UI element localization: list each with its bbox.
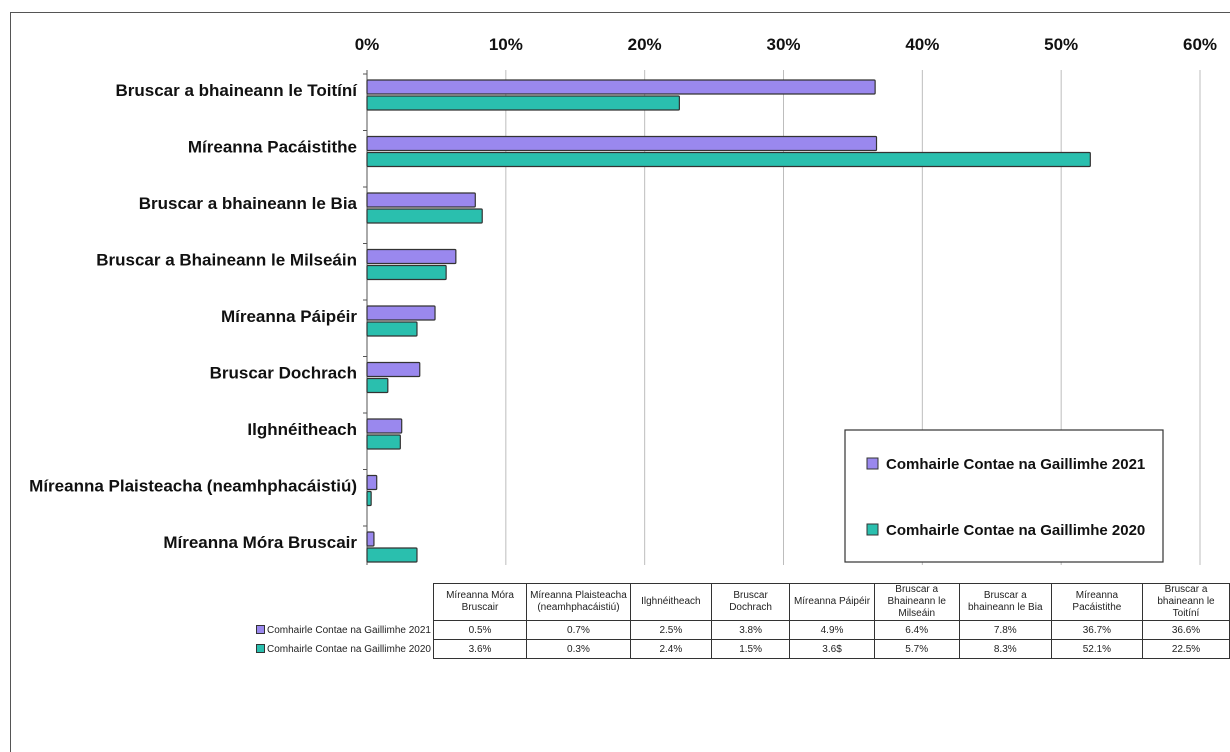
table-header-row: Míreanna Móra Bruscair Míreanna Plaistea…	[256, 583, 1230, 621]
x-tick-label: 40%	[905, 35, 939, 54]
bar	[366, 192, 476, 208]
x-axis-ticks: 0% 10% 20% 30% 40% 50% 60%	[355, 35, 1217, 54]
table-header: Bruscar a bhaineann le Toitíní	[1141, 583, 1230, 621]
bar	[366, 490, 372, 507]
data-table: Míreanna Móra Bruscair Míreanna Plaistea…	[256, 583, 1230, 659]
bar-chart: 0% 10% 20% 30% 40% 50% 60% Bruscar a bhaineann…	[29, 35, 1217, 565]
table-header: Míreanna Pacáistithe	[1050, 583, 1143, 621]
category-label: Bruscar a Bhaineann le Milseáin	[96, 251, 357, 270]
category-label: Míreanna Pacáistithe	[188, 138, 357, 157]
table-cell: 8.3%	[958, 639, 1052, 659]
table-cell: 2.5%	[629, 620, 712, 640]
legend-swatch-2020	[866, 523, 879, 536]
x-tick-label: 60%	[1183, 35, 1217, 54]
table-cell: 1.5%	[710, 639, 791, 659]
category-label: Míreanna Páipéir	[221, 307, 357, 326]
table-row: Comhairle Contae na Gaillimhe 2021 0.5% …	[256, 620, 1230, 640]
table-header: Bruscar a Bhaineann le Milseáin	[873, 583, 960, 621]
bar	[366, 135, 878, 152]
table-cell: 3.8%	[710, 620, 791, 640]
bar	[366, 474, 378, 491]
x-tick-label: 50%	[1044, 35, 1078, 54]
table-cell: 36.7%	[1050, 620, 1143, 640]
table-row-label: Comhairle Contae na Gaillimhe 2021	[256, 621, 433, 640]
bar	[366, 264, 447, 281]
category-labels: Bruscar a bhaineann le Toitíní Míreanna P…	[29, 81, 358, 552]
category-label: Míreanna Móra Bruscair	[163, 533, 357, 552]
legend-box	[844, 429, 1164, 563]
bar	[366, 248, 457, 265]
table-row-label: Comhairle Contae na Gaillimhe 2020	[256, 640, 433, 659]
bar	[366, 95, 680, 111]
bar	[366, 321, 418, 337]
table-cell: 5.7%	[873, 639, 960, 659]
table-row: Comhairle Contae na Gaillimhe 2020 3.6% …	[256, 639, 1230, 659]
x-tick-label: 10%	[489, 35, 523, 54]
bars	[366, 79, 1091, 563]
table-cell: 0.3%	[526, 639, 631, 659]
legend-label-2021: Comhairle Contae na Gaillimhe 2021	[886, 456, 1145, 473]
table-header: Míreanna Móra Bruscair	[432, 583, 528, 621]
legend-swatch-2021	[866, 457, 879, 470]
bar	[366, 151, 1091, 168]
table-cell: 2.4%	[629, 639, 712, 659]
table-header: Míreanna Plaisteacha (neamhphacáistiú)	[526, 583, 631, 621]
table-header: Bruscar Dochrach	[710, 583, 791, 621]
table-cell: 3.6$	[789, 639, 875, 659]
legend-label-2020: Comhairle Contae na Gaillimhe 2020	[886, 522, 1145, 539]
table-cell: 6.4%	[873, 620, 960, 640]
table-cell: 4.9%	[789, 620, 875, 640]
chart-frame	[10, 12, 1230, 752]
table-cell: 0.5%	[432, 620, 528, 640]
bar	[366, 305, 436, 321]
bar	[366, 361, 421, 378]
category-label: Ilghnéitheach	[247, 420, 357, 439]
table-cell: 7.8%	[958, 620, 1052, 640]
series-key-icon	[256, 625, 265, 635]
table-header: Ilghnéitheach	[629, 583, 712, 621]
legend: Comhairle Contae na Gaillimhe 2021 Comha…	[844, 429, 1164, 563]
table-cell: 22.5%	[1141, 639, 1230, 659]
table-cell: 52.1%	[1050, 639, 1143, 659]
x-tick-label: 20%	[628, 35, 662, 54]
bar	[366, 79, 876, 95]
x-tick-label: 0%	[355, 35, 380, 54]
x-tick-label: 30%	[766, 35, 800, 54]
series-key-icon	[256, 644, 265, 654]
table-corner	[256, 584, 433, 621]
category-label: Bruscar a bhaineann le Bia	[139, 194, 358, 213]
category-label: Bruscar Dochrach	[210, 364, 357, 383]
table-header: Bruscar a bhaineann le Bia	[958, 583, 1052, 621]
table-cell: 0.7%	[526, 620, 631, 640]
bar	[366, 434, 401, 450]
table-cell: 3.6%	[432, 639, 528, 659]
bar	[366, 418, 403, 434]
category-label: Bruscar a bhaineann le Toitíní	[115, 81, 358, 100]
bar	[366, 547, 418, 563]
bar	[366, 531, 375, 547]
bar	[366, 377, 389, 394]
bar	[366, 208, 483, 224]
table-cell: 36.6%	[1141, 620, 1230, 640]
table-header: Míreanna Páipéir	[789, 583, 875, 621]
category-label: Míreanna Plaisteacha (neamhphacáistiú)	[29, 477, 357, 496]
